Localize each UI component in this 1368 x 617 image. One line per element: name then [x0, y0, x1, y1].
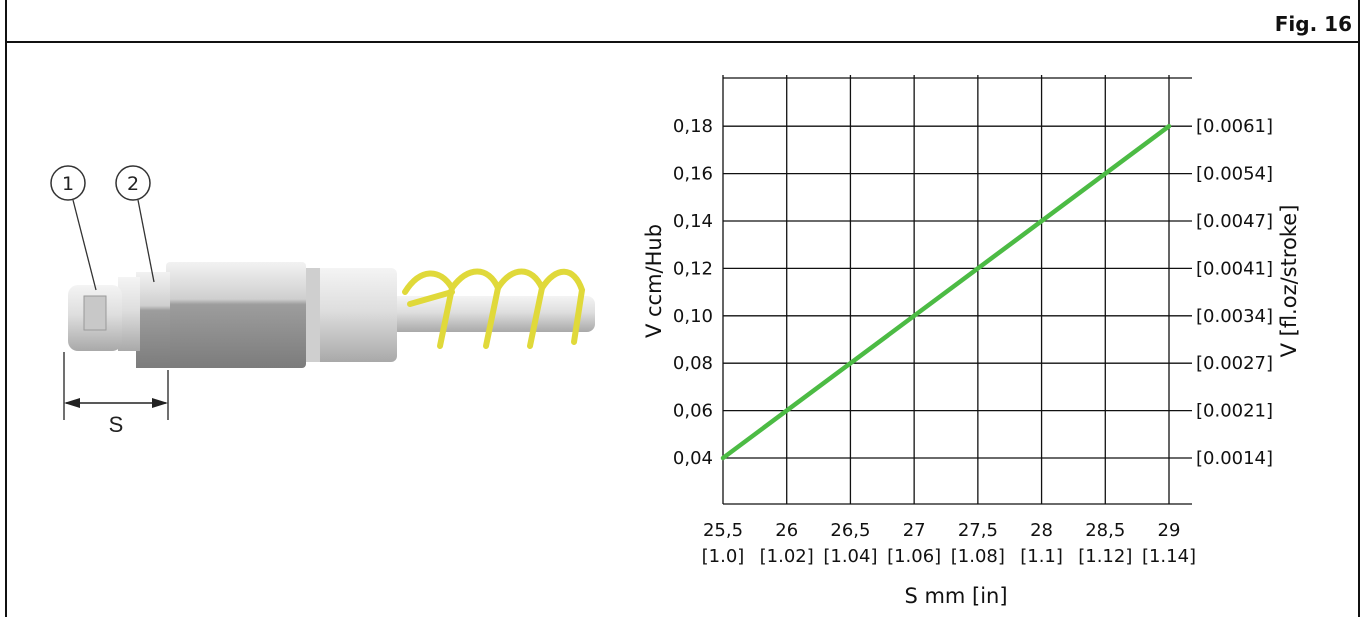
spring	[402, 268, 586, 349]
sleeve-slot	[83, 295, 107, 331]
dimension-label: S	[109, 412, 124, 437]
sleeve-2	[136, 272, 170, 368]
callout-1: 1	[62, 173, 74, 195]
hex-nut	[166, 262, 306, 368]
leader-1	[72, 199, 97, 291]
pump-element-drawing: 1 2 S	[50, 165, 595, 437]
figure-frame	[5, 0, 1360, 617]
sleeve-ring	[118, 277, 140, 351]
leader-2	[137, 199, 155, 283]
callout-circle-2	[115, 165, 151, 201]
callout-2: 2	[127, 173, 139, 195]
dim-arrow-left	[64, 398, 80, 408]
shaft-body	[305, 268, 397, 362]
dim-arrow-right	[152, 398, 168, 408]
header-rule	[5, 41, 1360, 43]
figure-label: Fig. 16	[1274, 12, 1352, 36]
callout-circle-1	[50, 165, 86, 201]
